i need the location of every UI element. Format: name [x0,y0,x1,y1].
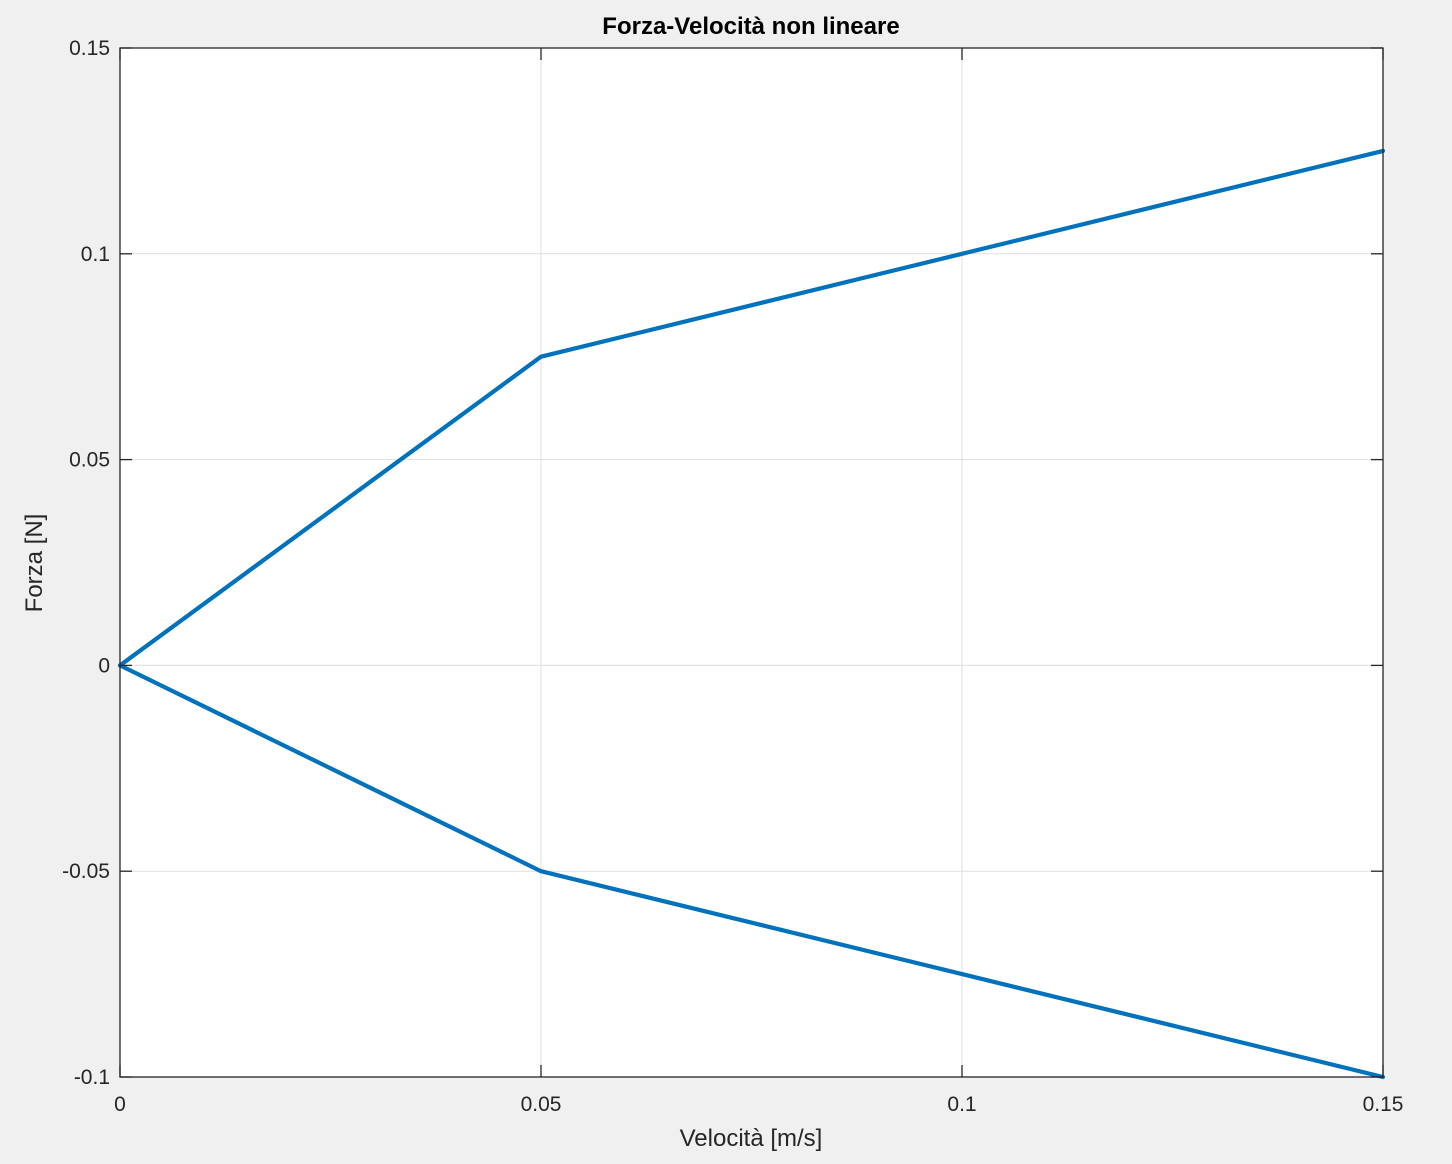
series-line-2 [117,663,1386,1080]
grid [120,48,1383,1077]
y-tick-label: -0.05 [62,860,110,883]
y-tick-label: 0.1 [81,243,110,266]
y-tick-label: 0.05 [69,449,110,472]
x-tick-label: 0.1 [947,1093,976,1116]
series-layer [117,148,1386,1080]
tick-labels: 0 0.05 0.1 0.15 -0.1 -0.05 0 0.05 0.1 0.15 [62,37,1403,1116]
y-tick-label: -0.1 [74,1066,110,1089]
x-tick-label: 0.15 [1363,1093,1404,1116]
ticks [119,47,1384,1078]
x-tick-label: 0 [114,1093,126,1116]
x-tick-label: 0.05 [521,1093,562,1116]
series-line-1 [117,148,1386,668]
chart-title: Forza-Velocità non lineare [602,13,899,40]
plot-frame [119,47,1384,1078]
x-axis-title: Velocità [m/s] [680,1125,823,1152]
y-axis-title: Forza [N] [21,514,48,613]
y-tick-label: 0 [98,654,110,677]
y-tick-label: 0.15 [69,37,110,60]
plot-area [120,48,1383,1077]
